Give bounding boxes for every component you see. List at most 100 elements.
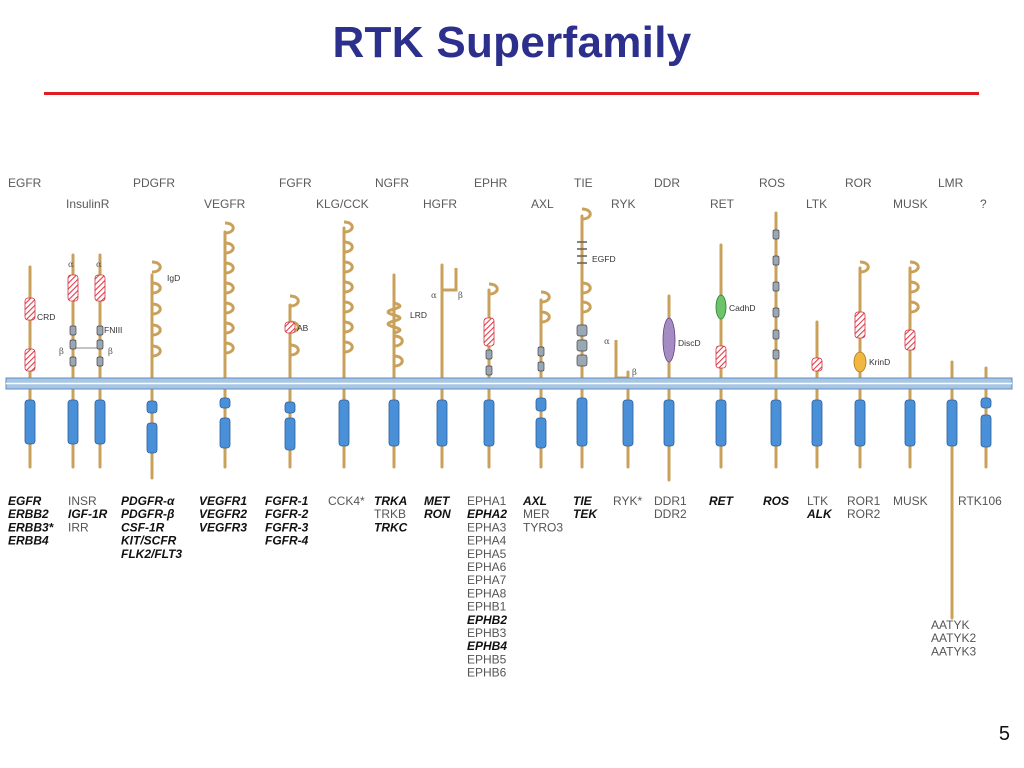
alpha-label-ryk: α [604,337,610,347]
fibronectin-domain [772,229,780,240]
member-name: TRKA [374,494,407,508]
ig-like-loop [289,343,300,357]
kinase-domain [811,399,823,447]
alpha-label-insr-2: α [96,260,102,270]
kinase-domain [24,399,36,445]
alpha-label-insr-1: α [68,260,74,270]
kinase-domain [770,399,782,447]
kinase-domain [94,399,106,445]
member-name: RET [709,494,735,508]
member-name: CSF-1R [121,520,165,534]
member-name: RYK* [613,494,642,508]
member-name: VEGFR3 [199,520,247,534]
member-name: VEGFR1 [199,494,247,508]
member-name: TYRO3 [523,520,563,534]
beta-label-insr-1: β [59,347,64,357]
ig-like-loop [343,280,354,294]
cysteine-rich-domain [811,357,823,372]
fibronectin-domain [772,329,780,340]
member-name: ALK [806,507,833,521]
alpha-label-met: α [431,291,437,301]
member-name: EPHB3 [467,626,507,640]
kinase-domain [980,397,992,409]
family-labels: EGFR InsulinR PDGFR VEGFR FGFR KLG/CCK N… [8,176,987,211]
ig-like-loop [343,320,354,334]
beta-label-insr-2: β [108,347,113,357]
domain-label-igd: IgD [167,273,180,283]
ig-like-loop [224,261,235,275]
fibronectin-domain [772,349,780,360]
domain-label-egfd: EGFD [592,254,616,264]
kinase-domain [67,399,79,445]
fibronectin-domain [96,356,104,367]
member-name: ERBB3* [8,520,55,534]
fibronectin-domain [576,339,588,352]
member-name: TRKC [374,520,408,534]
cysteine-rich-domain [854,311,866,339]
family-label-ddr: DDR [654,176,680,190]
ig-like-loop [343,220,354,234]
kinase-domain [715,399,727,447]
beta-label-met: β [458,291,463,301]
ig-like-loop [909,280,920,294]
ig-like-loop [909,260,920,274]
cysteine-rich-domain [483,317,495,347]
member-name: RTK106 [958,494,1002,508]
member-name: AXL [522,494,547,508]
member-name: PDGFR-α [121,494,175,508]
domain-label-krind: KrinD [869,357,890,367]
member-name: AATYK [931,618,969,632]
ig-like-loop [224,341,235,355]
member-name: FGFR-1 [265,494,309,508]
kinase-domain [535,417,547,449]
family-label-insulinr: InsulinR [66,197,110,211]
ig-like-loop [393,334,404,348]
cysteine-rich-domain [904,329,916,351]
ig-like-loop [224,221,235,235]
member-name: FGFR-2 [265,507,309,521]
member-name: ROR1 [847,494,881,508]
ig-like-loop [581,281,592,295]
beta-label-ryk: β [632,368,637,378]
kinase-domain [388,399,400,447]
cadherin-domain [715,294,727,320]
family-label-tie: TIE [574,176,593,190]
domain-labels: CRD FNIII IgD AB LRD EGFD DiscD CadhD Kr… [37,254,890,367]
ig-like-loop [393,354,404,368]
member-name: CCK4* [328,494,365,508]
member-name: EPHB1 [467,600,507,614]
member-name: EPHB4 [467,639,507,653]
member-name: ERBB2 [8,507,49,521]
cysteine-rich-domain [24,348,36,372]
member-name: IGF-1R [68,507,108,521]
member-name: DDR1 [654,494,687,508]
fibronectin-domain [69,339,77,350]
member-name: TEK [573,507,598,521]
member-name: DDR2 [654,507,687,521]
cysteine-rich-domain [284,321,296,334]
kinase-domain [338,399,350,447]
discoidin-domain [662,317,676,363]
page-number: 5 [998,723,1010,745]
member-name: EPHA6 [467,560,507,574]
fibronectin-domain [69,325,77,336]
domain-label-cadhd: CadhD [729,303,755,313]
kringle-domain [853,351,867,373]
ig-like-loop [151,260,162,274]
family-label-hgfr: HGFR [423,197,457,211]
member-name: EPHA4 [467,534,507,548]
ig-like-loop [224,321,235,335]
member-name: ROS [763,494,789,508]
domain-label-discd: DiscD [678,338,701,348]
family-label-ephr: EPHR [474,176,508,190]
member-name: FLK2/FLT3 [121,547,182,561]
member-name: MER [523,507,550,521]
subunit-labels: α α β β α β α β [59,260,637,378]
member-name: EPHA3 [467,520,507,534]
cysteine-rich-domain [67,274,79,302]
kinase-domain [980,414,992,448]
ig-like-loop [581,300,592,314]
family-label-egfr: EGFR [8,176,42,190]
member-name: AATYK3 [931,644,976,658]
fibronectin-domain [576,324,588,337]
